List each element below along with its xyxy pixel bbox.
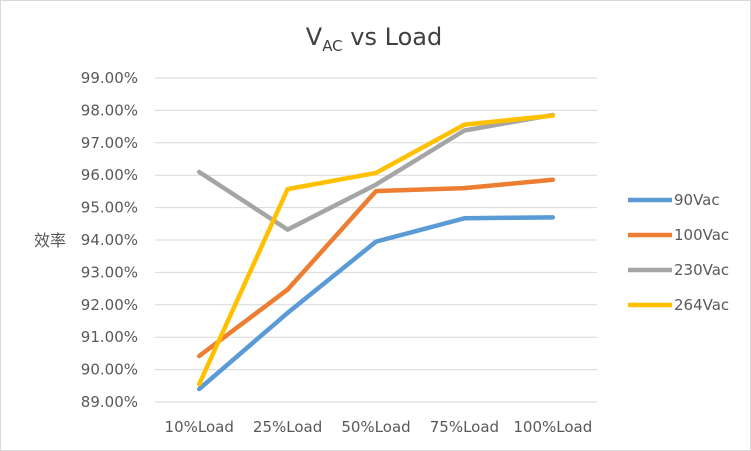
y-tick-label: 93.00%	[81, 263, 138, 281]
legend-item-90vac: 90Vac	[628, 191, 720, 209]
series-line-230vac	[196, 112, 556, 232]
x-axis-ticks: 10%Load 25%Load 50%Load 75%Load 100%Load	[165, 418, 593, 436]
y-tick-label: 98.00%	[81, 101, 138, 119]
x-tick-label: 100%Load	[513, 418, 592, 436]
y-axis-ticks: 89.00% 90.00% 91.00% 92.00% 93.00% 94.00% 95.0…	[81, 69, 138, 411]
y-tick-label: 97.00%	[81, 134, 138, 152]
chart-title: VAC vs Load	[306, 23, 442, 55]
y-tick-label: 95.00%	[81, 199, 138, 217]
legend: 90Vac 100Vac 230Vac 264Vac	[628, 191, 729, 314]
legend-item-264vac: 264Vac	[628, 296, 729, 314]
y-tick-label: 94.00%	[81, 231, 138, 249]
legend-label: 100Vac	[674, 226, 729, 244]
y-tick-label: 99.00%	[81, 69, 138, 87]
series-line-90vac	[196, 215, 556, 392]
x-tick-label: 25%Load	[253, 418, 322, 436]
chart-title-rest: vs Load	[343, 23, 443, 51]
legend-label: 230Vac	[674, 261, 729, 279]
x-tick-label: 75%Load	[430, 418, 499, 436]
x-tick-label: 50%Load	[341, 418, 410, 436]
series-lines	[196, 112, 556, 392]
y-tick-label: 89.00%	[81, 393, 138, 411]
chart-title-main: V	[306, 23, 323, 51]
legend-label: 90Vac	[674, 191, 720, 209]
y-axis-label: 效率	[34, 231, 66, 250]
y-tick-label: 96.00%	[81, 166, 138, 184]
gridlines	[155, 77, 597, 403]
y-tick-label: 92.00%	[81, 296, 138, 314]
series-line-100vac	[196, 177, 556, 359]
x-tick-label: 10%Load	[165, 418, 234, 436]
series-line-264vac	[196, 113, 556, 387]
legend-item-100vac: 100Vac	[628, 226, 729, 244]
y-tick-label: 90.00%	[81, 361, 138, 379]
legend-label: 264Vac	[674, 296, 729, 314]
legend-item-230vac: 230Vac	[628, 261, 729, 279]
y-tick-label: 91.00%	[81, 328, 138, 346]
chart-title-subscript: AC	[322, 37, 342, 55]
